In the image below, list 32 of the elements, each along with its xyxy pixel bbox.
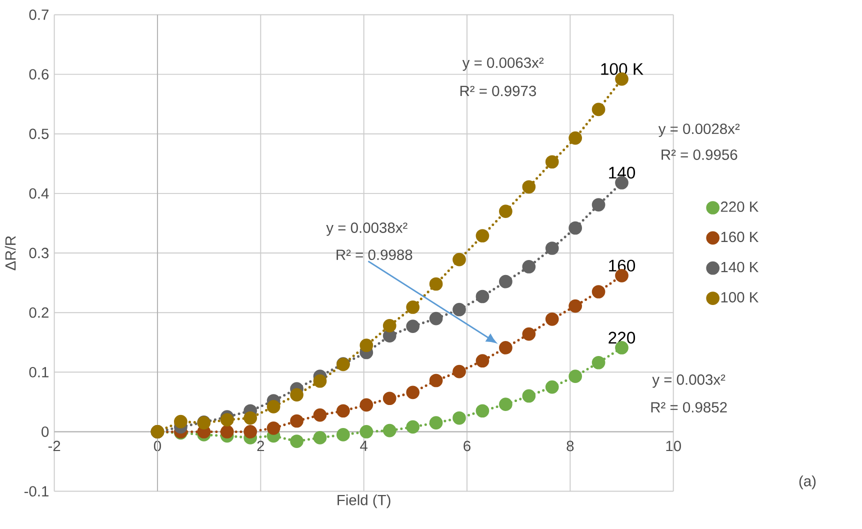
annotation: y = 0.0028x² [658,124,740,138]
legend-label: 160 K [721,232,759,242]
legend-label: 100 K [721,292,759,303]
y-axis-title: ΔR/R [4,236,16,270]
y-tick-label: 0.5 [29,128,49,140]
x-tick-label: 8 [566,440,574,452]
legend-label: 140 K [721,262,759,272]
y-tick-label: -0.1 [24,486,48,497]
x-axis-title: Field (T) [338,494,390,508]
annotation: R² = 0.9852 [651,402,727,413]
y-tick-label: 0.3 [29,248,49,258]
y-tick-label: 0.2 [29,308,48,318]
x-tick-label: 6 [464,440,470,452]
text: (a) [799,476,816,490]
annotation: y = 0.003x² [652,374,726,388]
x-tick-label: -2 [48,440,60,452]
annotation: R² = 0.9988 [336,250,412,260]
annotation: R² = 0.9973 [460,86,536,96]
annotation: y = 0.0038x² [326,222,408,236]
x-tick-label: 4 [360,440,368,452]
x-tick-label: 0 [154,440,161,452]
legend-label: 220 K [720,202,759,212]
y-tick-label: 0.4 [29,188,49,199]
y-tick-label: 0.7 [29,10,48,20]
x-tick-label: 10 [666,440,681,452]
annotation: 140 [609,166,636,179]
x-tick-label: 2 [257,440,264,452]
y-tick-label: 0 [42,426,49,438]
annotation: y = 0.0063x² [462,58,544,72]
y-tick-label: 0.1 [29,367,48,378]
annotation: R² = 0.9956 [662,150,738,160]
y-tick-label: 0.6 [29,69,49,80]
